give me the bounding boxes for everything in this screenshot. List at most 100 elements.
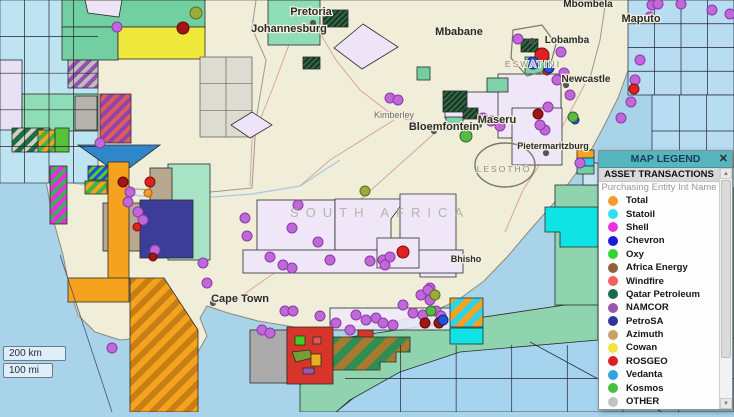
transaction-dot[interactable] — [241, 230, 253, 242]
license-block[interactable] — [139, 199, 194, 259]
license-block[interactable] — [99, 93, 132, 144]
transaction-dot[interactable] — [143, 188, 153, 198]
license-block[interactable] — [117, 26, 206, 60]
license-block[interactable] — [302, 56, 321, 70]
transaction-dot[interactable] — [387, 319, 399, 331]
transaction-dot[interactable] — [628, 83, 640, 95]
transaction-dot[interactable] — [324, 254, 336, 266]
transaction-dot[interactable] — [94, 137, 106, 149]
license-block[interactable] — [54, 127, 70, 153]
transaction-dot[interactable] — [407, 307, 419, 319]
transaction-dot[interactable] — [397, 299, 409, 311]
license-block[interactable] — [74, 95, 98, 131]
transaction-dot[interactable] — [558, 67, 570, 79]
transaction-dot[interactable] — [312, 236, 324, 248]
transaction-dot[interactable] — [459, 129, 473, 143]
license-block[interactable] — [49, 165, 68, 225]
transaction-dot[interactable] — [111, 21, 123, 33]
transaction-dot[interactable] — [330, 317, 342, 329]
transaction-dot[interactable] — [350, 309, 362, 321]
license-block[interactable] — [84, 0, 123, 18]
license-block[interactable] — [84, 180, 108, 195]
license-block[interactable] — [230, 111, 273, 139]
transaction-dot[interactable] — [189, 6, 203, 20]
transaction-dot[interactable] — [706, 4, 718, 16]
transaction-dot[interactable] — [106, 342, 118, 354]
transaction-dot[interactable] — [485, 115, 497, 127]
transaction-dot[interactable] — [264, 327, 276, 339]
transaction-dot[interactable] — [197, 257, 209, 269]
license-block[interactable] — [67, 277, 130, 303]
transaction-dot[interactable] — [574, 157, 586, 169]
license-block[interactable] — [332, 336, 411, 371]
license-block[interactable] — [416, 66, 431, 81]
transaction-dot[interactable] — [526, 56, 540, 70]
transaction-dot[interactable] — [564, 89, 576, 101]
license-block[interactable] — [0, 59, 23, 131]
license-block[interactable] — [576, 165, 595, 175]
license-block[interactable] — [249, 329, 288, 384]
transaction-dot[interactable] — [567, 111, 579, 123]
map-legend-panel[interactable]: MAP LEGEND ✕ ASSET TRANSACTIONS Purchasi… — [598, 150, 733, 410]
license-block[interactable] — [449, 297, 484, 328]
scrollbar-thumb[interactable] — [721, 180, 731, 358]
scroll-down-icon[interactable]: ▼ — [720, 398, 732, 409]
license-block[interactable] — [76, 144, 162, 176]
scroll-up-icon[interactable]: ▲ — [720, 168, 732, 179]
transaction-dot[interactable] — [555, 46, 567, 58]
transaction-dot[interactable] — [377, 317, 389, 329]
transaction-dot[interactable] — [124, 186, 136, 198]
transaction-dot[interactable] — [625, 96, 637, 108]
legend-scrollbar[interactable]: ▲ ▼ — [719, 168, 732, 409]
license-block[interactable] — [333, 23, 399, 70]
license-block[interactable] — [242, 249, 464, 274]
legend-title-bar[interactable]: MAP LEGEND ✕ — [599, 151, 732, 168]
transaction-dot[interactable] — [132, 206, 144, 218]
transaction-dot[interactable] — [634, 54, 646, 66]
transaction-dot[interactable] — [534, 47, 550, 63]
transaction-dot[interactable] — [148, 252, 158, 262]
license-block[interactable] — [576, 149, 595, 159]
transaction-dot[interactable] — [201, 277, 213, 289]
transaction-dot[interactable] — [132, 222, 142, 232]
transaction-dot[interactable] — [117, 176, 129, 188]
license-block[interactable] — [462, 107, 479, 120]
license-block[interactable] — [442, 90, 468, 113]
transaction-dot[interactable] — [675, 0, 687, 10]
transaction-dot[interactable] — [292, 199, 304, 211]
transaction-dot[interactable] — [277, 259, 289, 271]
license-block[interactable] — [61, 26, 119, 61]
transaction-dot[interactable] — [137, 214, 149, 226]
transaction-dot[interactable] — [534, 119, 546, 131]
transaction-dot[interactable] — [724, 8, 734, 20]
license-block[interactable] — [544, 206, 599, 248]
transaction-dot[interactable] — [344, 324, 356, 336]
transaction-dot[interactable] — [286, 262, 298, 274]
transaction-dot[interactable] — [176, 21, 190, 35]
license-block[interactable] — [312, 336, 322, 345]
transaction-dot[interactable] — [494, 120, 506, 132]
close-icon[interactable]: ✕ — [718, 153, 728, 165]
license-block[interactable] — [486, 77, 509, 93]
transaction-dot[interactable] — [543, 62, 555, 74]
transaction-dot[interactable] — [542, 101, 554, 113]
license-block[interactable] — [310, 353, 322, 367]
transaction-dot[interactable] — [532, 108, 544, 120]
transaction-dot[interactable] — [287, 305, 299, 317]
license-block[interactable] — [294, 335, 306, 346]
license-block[interactable] — [37, 129, 56, 153]
transaction-dot[interactable] — [384, 251, 396, 263]
license-block[interactable] — [334, 198, 407, 251]
transaction-dot[interactable] — [359, 185, 371, 197]
transaction-dot[interactable] — [122, 196, 134, 208]
transaction-dot[interactable] — [364, 255, 376, 267]
transaction-dots-layer[interactable] — [94, 0, 734, 354]
license-block[interactable] — [449, 327, 484, 345]
transaction-dot[interactable] — [396, 245, 410, 259]
transaction-dot[interactable] — [652, 0, 664, 10]
transaction-dot[interactable] — [551, 74, 563, 86]
transaction-dot[interactable] — [429, 289, 441, 301]
license-block[interactable] — [302, 367, 315, 375]
transaction-dot[interactable] — [615, 112, 627, 124]
transaction-dot[interactable] — [144, 176, 156, 188]
